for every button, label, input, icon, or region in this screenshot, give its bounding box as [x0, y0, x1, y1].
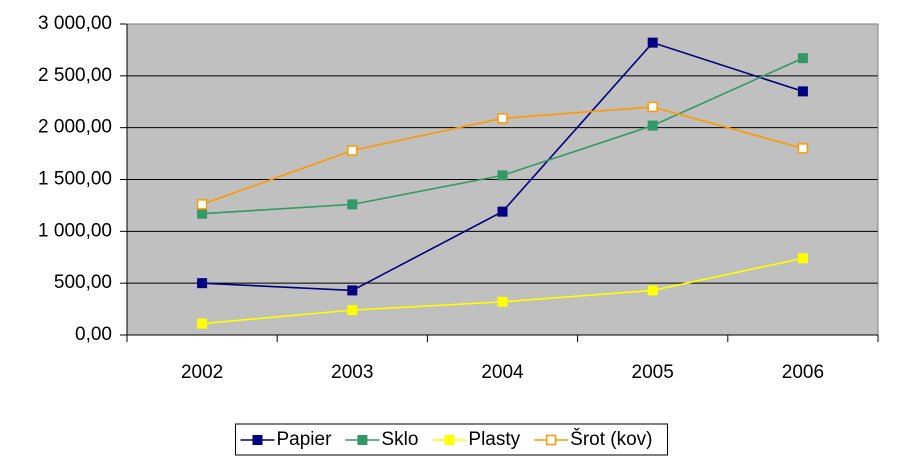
x-tick-label: 2005: [632, 362, 674, 383]
marker: [797, 53, 808, 64]
y-tick-label: 2 500,00: [38, 65, 112, 86]
x-tick-label: 2003: [331, 362, 373, 383]
marker: [797, 253, 808, 264]
marker: [797, 86, 808, 97]
legend-marker: [444, 435, 455, 445]
marker: [797, 143, 809, 154]
legend-box: [235, 423, 668, 456]
legend-label: Sklo: [381, 429, 418, 450]
y-tick-label: 1 500,00: [38, 169, 112, 190]
y-tick-label: 0,00: [75, 324, 112, 345]
y-tick-label: 1 000,00: [38, 220, 112, 241]
legend-marker: [545, 434, 557, 446]
marker: [347, 199, 358, 210]
marker: [647, 37, 658, 48]
marker: [197, 208, 208, 219]
x-tick-label: 2002: [181, 362, 223, 383]
y-tick-label: 2 000,00: [38, 117, 112, 138]
y-tick-label: 500,00: [54, 272, 112, 293]
marker: [347, 305, 358, 316]
marker: [497, 296, 508, 307]
marker: [497, 206, 508, 217]
marker: [197, 318, 208, 329]
legend-marker: [252, 435, 263, 445]
legend-label: Šrot (kov): [570, 428, 652, 450]
legend-label: Plasty: [468, 429, 520, 450]
legend-marker: [357, 435, 368, 445]
marker: [647, 285, 658, 296]
marker: [647, 101, 658, 113]
marker: [197, 278, 208, 289]
legend-label: Papier: [277, 429, 333, 450]
marker: [347, 145, 358, 156]
y-tick-label: 3 000,00: [38, 13, 112, 34]
marker: [497, 113, 508, 124]
marker: [647, 120, 658, 131]
marker: [196, 199, 208, 210]
marker: [347, 285, 358, 296]
x-tick-label: 2004: [481, 362, 524, 383]
x-tick-label: 2006: [782, 362, 824, 383]
marker: [497, 170, 508, 181]
